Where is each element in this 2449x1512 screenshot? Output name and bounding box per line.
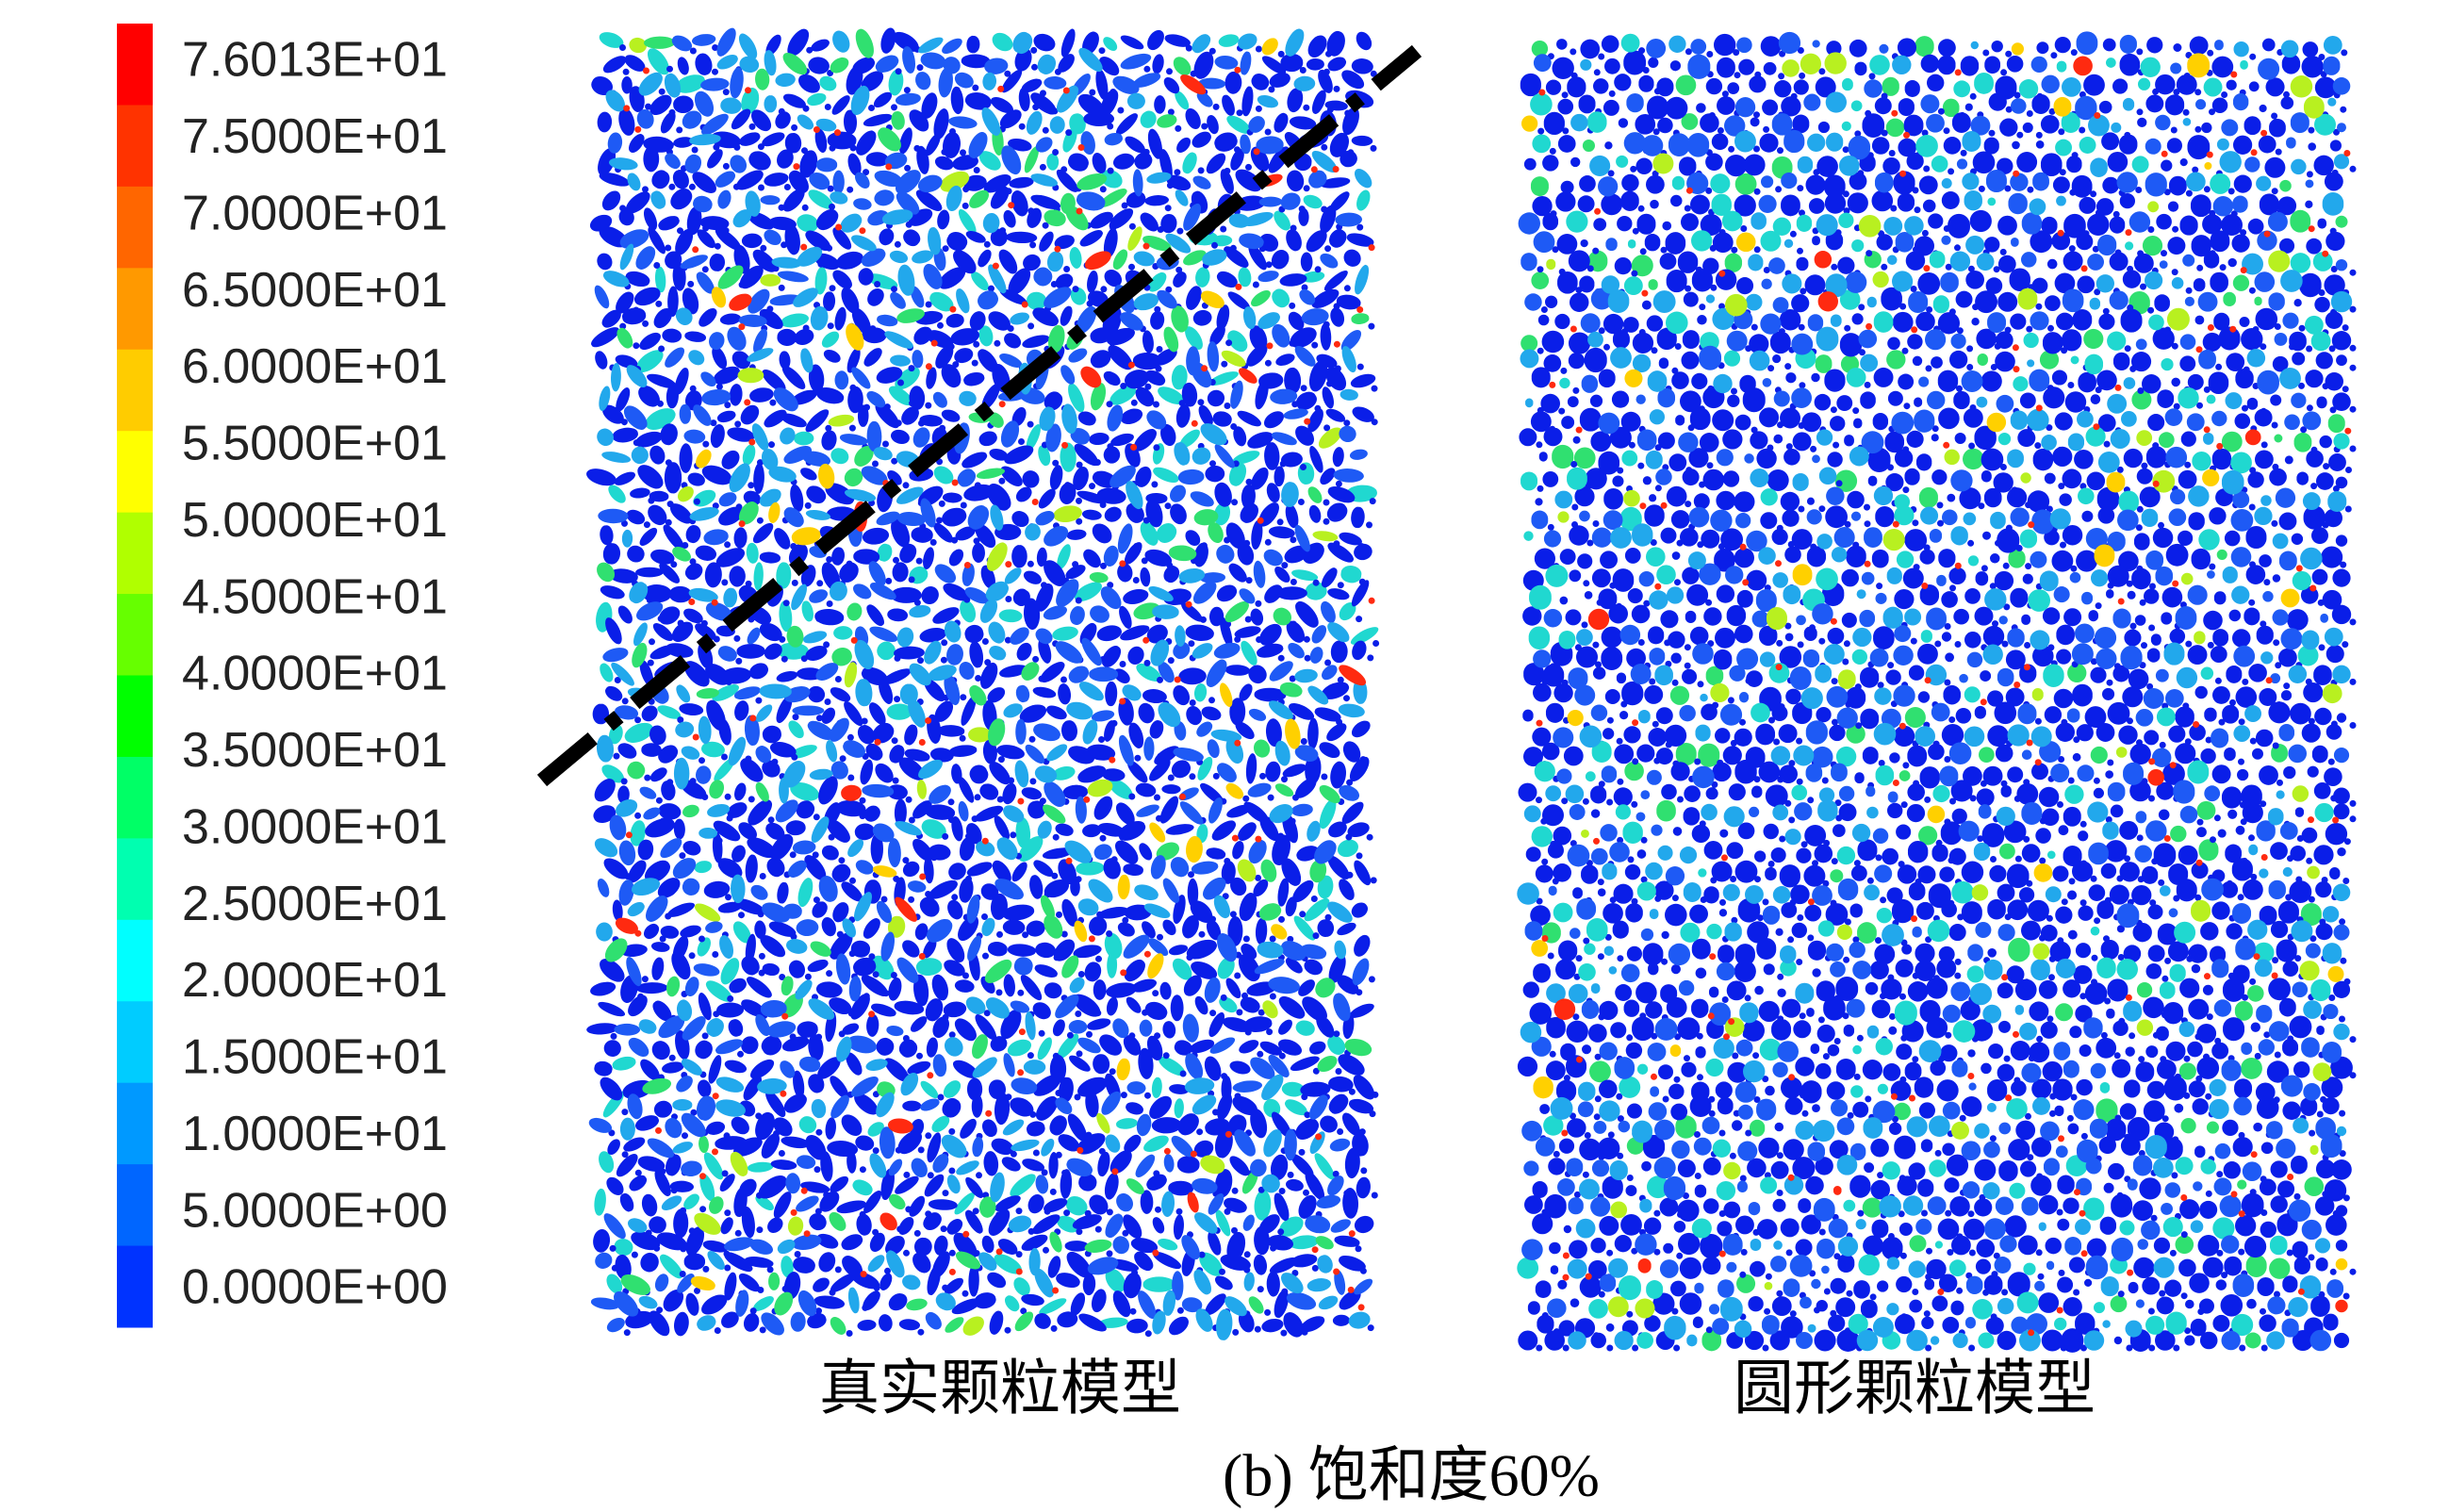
colorbar-band: [117, 838, 153, 921]
particles: [1518, 31, 2351, 1352]
circular-particle-model: [1517, 31, 2357, 1353]
colorbar-band: [117, 756, 153, 839]
particles: [586, 27, 1380, 1338]
colorbar-label: 4.5000E+01: [182, 569, 448, 624]
colorbar-label: 7.0000E+01: [182, 186, 448, 240]
colorbar-band: [117, 1245, 153, 1328]
colorbar-label: 5.5000E+01: [182, 417, 448, 471]
colorbar-band: [117, 1001, 153, 1084]
colorbar-label: 1.5000E+01: [182, 1030, 448, 1085]
colorbar-label: 2.0000E+01: [182, 953, 448, 1008]
particles: [1520, 36, 2348, 1352]
colorbar-band: [117, 1164, 153, 1247]
colorbar-label: 5.0000E+01: [182, 493, 448, 548]
colorbar-label: 2.5000E+01: [182, 877, 448, 931]
real-particle-model: [586, 27, 1380, 1340]
colorbar-label: 6.5000E+01: [182, 263, 448, 318]
colorbar-label: 3.5000E+01: [182, 723, 448, 778]
particles: [1517, 33, 2357, 1353]
colorbar-band: [117, 268, 153, 351]
colorbar-label: 5.0000E+00: [182, 1183, 448, 1238]
colorbar-band: [117, 675, 153, 758]
colorbar: [117, 24, 153, 1328]
colorbar-band: [117, 594, 153, 676]
particles: [1517, 35, 2353, 1352]
panel-caption: 圆形颗粒模型: [1734, 1356, 2096, 1422]
colorbar-label: 6.0000E+01: [182, 339, 448, 394]
colorbar-labels: 7.6013E+01 7.5000E+01 7.0000E+01 6.5000E+01…: [182, 33, 448, 1315]
colorbar-band: [117, 431, 153, 514]
colorbar-band: [117, 1082, 153, 1165]
colorbar-label: 1.0000E+01: [182, 1107, 448, 1161]
colorbar-band: [117, 512, 153, 595]
colorbar-band: [117, 919, 153, 1002]
colorbar-label: 3.0000E+01: [182, 799, 448, 854]
colorbar-label: 4.0000E+01: [182, 647, 448, 701]
colorbar-band: [117, 24, 153, 106]
colorbar-band: [117, 349, 153, 432]
colorbar-band: [117, 186, 153, 269]
figure-caption: (b) 饱和度60%: [1223, 1442, 1600, 1509]
colorbar-label: 0.0000E+00: [182, 1260, 448, 1315]
colorbar-band: [117, 105, 153, 188]
colorbar-label: 7.5000E+01: [182, 109, 448, 164]
particles: [588, 27, 1373, 1336]
particles: [597, 28, 1372, 1335]
colorbar-label: 7.6013E+01: [182, 33, 448, 88]
panel-caption: 真实颗粒模型: [819, 1356, 1181, 1422]
shear-band-line: [536, 44, 1422, 787]
